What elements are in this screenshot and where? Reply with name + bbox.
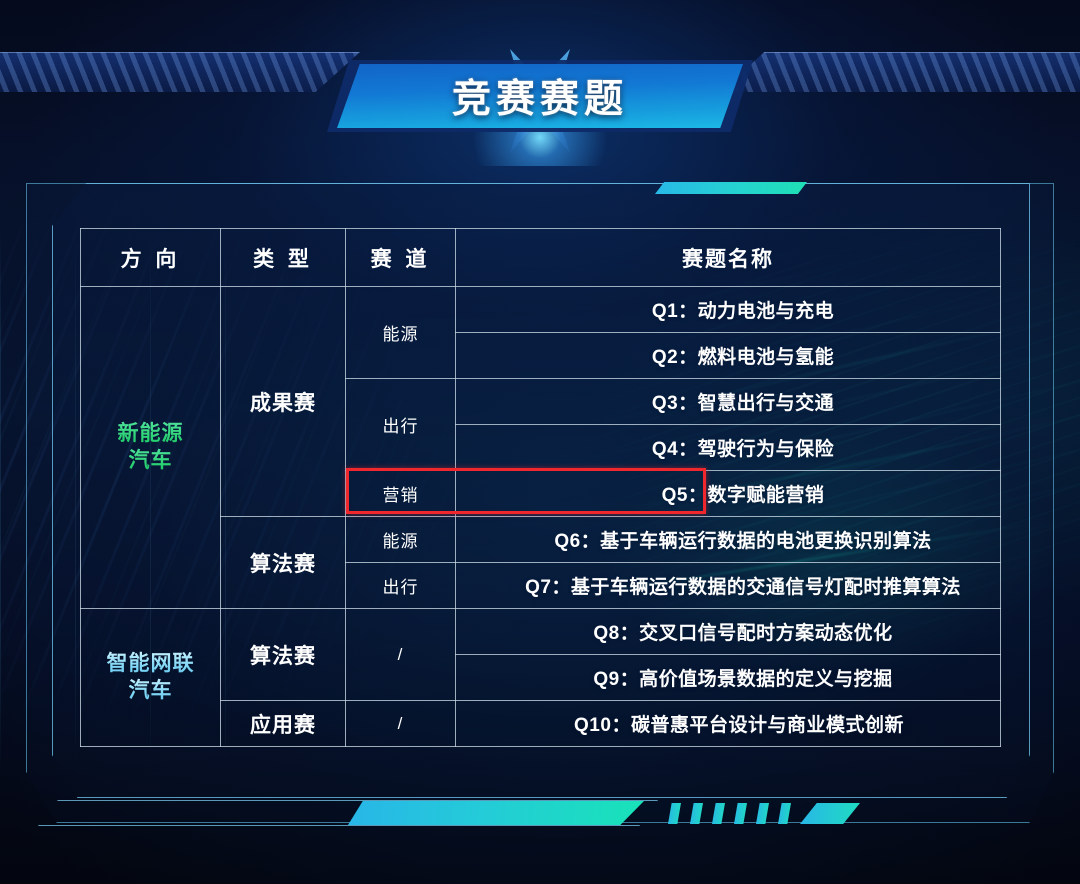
header-ribbon-right: [720, 52, 1080, 92]
table-body: 新能源 汽车 成果赛 能源 Q1：动力电池与充电 Q2：燃料电池与氢能 出行 Q…: [80, 286, 1001, 747]
bottom-slash-wide: [800, 803, 860, 824]
direction-label-line1: 新能源: [118, 421, 184, 448]
track-cell-energy: 能源: [345, 286, 456, 379]
title-banner: 竞赛赛题: [0, 26, 1080, 166]
bottom-slash: [668, 803, 681, 824]
table-row: Q4：驾驶行为与保险: [81, 424, 1001, 471]
ribbon-right-stripes: [720, 52, 1080, 92]
direction-cell-new-energy: 新能源 汽车: [80, 286, 221, 609]
column-header-track: 赛 道: [345, 228, 456, 287]
topic-cell-q3: Q3：智慧出行与交通: [455, 378, 1001, 425]
direction-label-line1: 智能网联: [107, 651, 195, 678]
competition-table-wrapper: 方 向 类 型 赛 道 赛题名称 新能源 汽车 成果赛 能源 Q1：动力电池与充…: [80, 228, 1001, 747]
table-row: 新能源 汽车 成果赛 能源 Q1：动力电池与充电: [80, 286, 1001, 609]
track-cell-mobility: 出行: [345, 378, 456, 471]
bottom-slash: [778, 803, 791, 824]
track-cell-none-2: /: [345, 700, 456, 747]
topic-cell-q5: Q5：数字赋能营销: [455, 470, 1001, 517]
banner-plate: [337, 64, 743, 128]
table-row: 算法赛 能源 Q6：基于车辆运行数据的电池更换识别算法: [81, 516, 1001, 609]
topic-cell-q8: Q8：交叉口信号配时方案动态优化: [455, 608, 1001, 655]
track-cell-energy-2: 能源: [345, 516, 456, 563]
type-cell-application: 应用赛: [220, 700, 346, 747]
table-row: 应用赛 / Q10：碳普惠平台设计与商业模式创新: [81, 700, 1001, 747]
direction-label-line2: 汽车: [129, 448, 173, 475]
table-row: Q9：高价值场景数据的定义与挖掘: [81, 654, 1001, 701]
topic-cell-q1: Q1：动力电池与充电: [455, 286, 1001, 333]
bottom-slash-group: [668, 803, 908, 824]
direction-cell-intelligent-connected: 智能网联 汽车: [80, 608, 221, 747]
type-cell-algorithm-2: 算法赛: [220, 608, 346, 701]
table-row: Q2：燃料电池与氢能: [81, 332, 1001, 379]
table-row: 出行 Q7：基于车辆运行数据的交通信号灯配时推算算法: [81, 562, 1001, 609]
bottom-bar-gradient: [348, 801, 644, 825]
bottom-slash: [734, 803, 747, 824]
track-cell-marketing: 营销: [345, 470, 456, 517]
topic-cell-q4: Q4：驾驶行为与保险: [455, 424, 1001, 471]
column-header-topic-name: 赛题名称: [455, 228, 1001, 287]
topic-cell-q10: Q10：碳普惠平台设计与商业模式创新: [455, 700, 1001, 747]
bottom-slash: [712, 803, 725, 824]
table-row: 智能网联 汽车 算法赛 / Q8：交叉口信号配时方案动态优化: [80, 608, 1001, 747]
bottom-slash: [690, 803, 703, 824]
type-cell-achievement: 成果赛: [220, 286, 346, 517]
header-ribbon-left: [0, 52, 360, 92]
ribbon-left-fill: [0, 52, 360, 92]
topic-cell-q2: Q2：燃料电池与氢能: [455, 332, 1001, 379]
page-title: 竞赛赛题: [451, 78, 628, 121]
ribbon-left-stripes: [0, 52, 360, 92]
direction-label-line2: 汽车: [129, 678, 173, 705]
track-cell-none-1: /: [345, 608, 456, 701]
column-header-type: 类 型: [220, 228, 346, 287]
table-head: 方 向 类 型 赛 道 赛题名称: [80, 228, 1001, 287]
bottom-slash: [756, 803, 769, 824]
competition-table: 方 向 类 型 赛 道 赛题名称 新能源 汽车 成果赛 能源 Q1：动力电池与充…: [80, 228, 1001, 747]
track-cell-mobility-2: 出行: [345, 562, 456, 609]
topic-cell-q7: Q7：基于车辆运行数据的交通信号灯配时推算算法: [455, 562, 1001, 609]
table-header-row: 方 向 类 型 赛 道 赛题名称: [80, 228, 1001, 287]
topic-cell-q6: Q6：基于车辆运行数据的电池更换识别算法: [455, 516, 1001, 563]
table-row: 出行 Q3：智慧出行与交通: [81, 378, 1001, 471]
ribbon-right-fill: [720, 52, 1080, 92]
frame-top-accent: [655, 182, 807, 194]
type-cell-algorithm-1: 算法赛: [220, 516, 346, 609]
topic-cell-q9: Q9：高价值场景数据的定义与挖掘: [455, 654, 1001, 701]
column-header-direction: 方 向: [80, 228, 221, 287]
